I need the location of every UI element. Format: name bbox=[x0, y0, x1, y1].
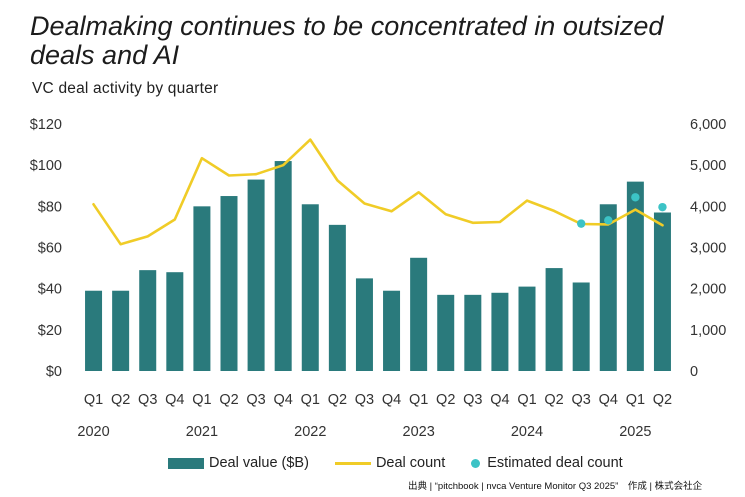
right-tick-label: 3,000 bbox=[690, 241, 726, 257]
chart-title: Dealmaking continues to be concentrated … bbox=[30, 11, 664, 70]
quarter-label: Q4 bbox=[490, 392, 509, 408]
quarter-label: Q3 bbox=[138, 392, 157, 408]
bar bbox=[599, 204, 617, 371]
bar bbox=[85, 290, 103, 371]
legend-item-deal-count: Deal count bbox=[334, 455, 446, 471]
quarter-label: Q2 bbox=[544, 392, 563, 408]
quarter-label: Q2 bbox=[219, 392, 238, 408]
quarter-label: Q1 bbox=[626, 392, 645, 408]
quarter-label: Q4 bbox=[274, 392, 293, 408]
quarter-label: Q2 bbox=[111, 392, 130, 408]
quarter-label: Q4 bbox=[382, 392, 401, 408]
bar bbox=[491, 292, 509, 371]
year-label: 2020 bbox=[77, 424, 109, 440]
bar bbox=[328, 224, 346, 371]
bar bbox=[139, 270, 157, 371]
year-label: 2021 bbox=[186, 424, 218, 440]
right-tick-label: 2,000 bbox=[690, 282, 726, 298]
legend-label-estimated: Estimated deal count bbox=[487, 455, 623, 471]
bar bbox=[355, 278, 373, 371]
quarter-label: Q3 bbox=[246, 392, 265, 408]
quarter-label: Q4 bbox=[165, 392, 184, 408]
year-label: 2024 bbox=[511, 424, 543, 440]
legend-bar-swatch bbox=[168, 457, 204, 469]
x-axis: Q1 Q2 Q3 Q4 Q1 Q2 Q3 Q4 Q1 Q2 Q3 Q4 Q1 Q2 Q3 Q4 Q1 Q2 Q3 Q4… bbox=[77, 392, 672, 440]
quarter-label: Q1 bbox=[517, 392, 536, 408]
left-tick-label: $0 bbox=[46, 364, 62, 380]
bar bbox=[383, 290, 401, 371]
quarter-label: Q2 bbox=[653, 392, 672, 408]
bar bbox=[166, 272, 184, 371]
year-label: 2022 bbox=[294, 424, 326, 440]
bar bbox=[301, 204, 319, 371]
quarter-label: Q4 bbox=[599, 392, 618, 408]
left-tick-label: $60 bbox=[38, 241, 62, 257]
line-series bbox=[92, 138, 664, 246]
source-credit: 出典 | “pitchbook | nvca Venture Monitor Q… bbox=[408, 481, 703, 492]
bar bbox=[193, 206, 211, 371]
quarter-label: Q2 bbox=[328, 392, 347, 408]
quarter-label: Q3 bbox=[463, 392, 482, 408]
left-tick-label: $100 bbox=[30, 158, 62, 174]
bar bbox=[572, 282, 590, 371]
right-tick-label: 6,000 bbox=[690, 117, 726, 133]
estimate-point bbox=[604, 216, 613, 225]
bar bbox=[653, 212, 671, 371]
right-tick-label: 5,000 bbox=[690, 158, 726, 174]
quarter-label: Q2 bbox=[436, 392, 455, 408]
legend-item-deal-value: Deal value ($B) bbox=[168, 455, 309, 471]
bar bbox=[464, 294, 482, 371]
left-tick-label: $20 bbox=[38, 323, 62, 339]
estimate-point bbox=[658, 202, 667, 212]
left-tick-label: $40 bbox=[38, 282, 62, 298]
left-axis: $0 $20 $40 $60 $80 $100 $120 bbox=[30, 117, 62, 380]
right-tick-label: 1,000 bbox=[690, 323, 726, 339]
quarter-label: Q1 bbox=[409, 392, 428, 408]
year-label: 2025 bbox=[619, 424, 651, 440]
legend-label-deal-count: Deal count bbox=[375, 455, 446, 471]
estimate-point bbox=[631, 193, 640, 202]
bar bbox=[112, 290, 130, 371]
legend-line-swatch bbox=[334, 461, 371, 465]
chart-subtitle: VC deal activity by quarter bbox=[32, 80, 219, 97]
left-tick-label: $120 bbox=[30, 117, 62, 133]
quarter-label: Q3 bbox=[572, 392, 591, 408]
bar bbox=[545, 268, 563, 371]
bar bbox=[220, 196, 238, 371]
bar-series bbox=[85, 161, 671, 371]
estimate-point bbox=[576, 219, 586, 228]
left-tick-label: $80 bbox=[38, 199, 62, 215]
legend-label-deal-value: Deal value ($B) bbox=[209, 455, 309, 471]
legend-item-estimated: Estimated deal count bbox=[471, 455, 623, 471]
bar bbox=[247, 179, 265, 371]
estimate-series bbox=[576, 193, 667, 228]
right-tick-label: 0 bbox=[690, 364, 698, 380]
year-label: 2023 bbox=[403, 424, 435, 440]
quarter-label: Q3 bbox=[355, 392, 374, 408]
bar bbox=[410, 257, 428, 371]
deal-count-line bbox=[92, 138, 664, 246]
right-tick-label: 4,000 bbox=[690, 199, 726, 215]
legend-dot-swatch bbox=[471, 458, 481, 468]
bar bbox=[518, 286, 536, 371]
legend: Deal value ($B) Deal count Estimated dea… bbox=[168, 453, 649, 473]
quarter-label: Q1 bbox=[192, 392, 211, 408]
quarter-label: Q1 bbox=[84, 392, 103, 408]
right-axis: 0 1,000 2,000 3,000 4,000 5,000 6,000 bbox=[690, 117, 726, 380]
bar bbox=[626, 181, 644, 371]
quarter-label: Q1 bbox=[301, 392, 320, 408]
bar bbox=[274, 161, 292, 371]
bar bbox=[437, 294, 455, 371]
